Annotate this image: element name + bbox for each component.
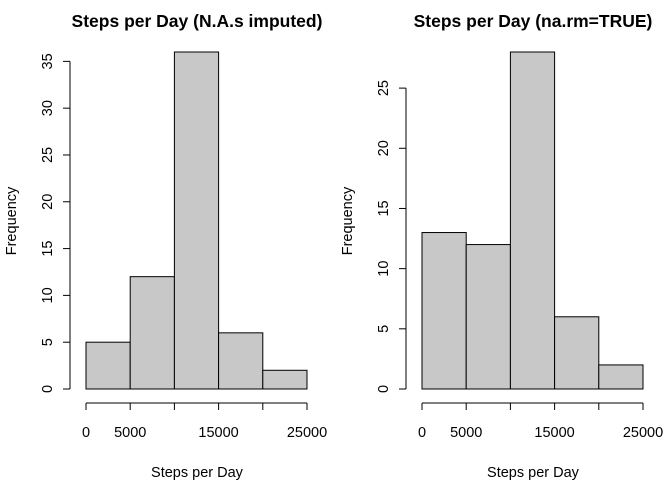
y-tick-label: 10 bbox=[376, 261, 392, 277]
bar-group bbox=[85, 51, 308, 390]
bar-group bbox=[421, 51, 644, 390]
x-tick-label: 15000 bbox=[534, 425, 574, 441]
y-tick-label: 10 bbox=[40, 287, 56, 303]
histogram-bar bbox=[262, 369, 308, 390]
chart-title: Steps per Day (N.A.s imputed) bbox=[72, 11, 323, 31]
y-tick-label: 30 bbox=[40, 100, 56, 116]
y-tick-label: 35 bbox=[40, 53, 56, 69]
y-tick-label: 15 bbox=[376, 200, 392, 216]
histogram-bar bbox=[598, 364, 644, 390]
x-tick-label: 0 bbox=[418, 425, 426, 441]
y-axis-title: Frequency bbox=[4, 186, 20, 255]
x-tick-label: 25000 bbox=[623, 425, 663, 441]
histogram-bar bbox=[554, 316, 600, 390]
x-tick-label: 25000 bbox=[287, 425, 327, 441]
y-axis: 0 5 10 15 20 25 30 35 bbox=[40, 53, 71, 393]
histogram-panel-narm: Steps per Day (na.rm=TRUE) Steps per Day… bbox=[340, 11, 663, 481]
histogram-bar bbox=[421, 232, 467, 390]
x-axis: 0 5000 15000 25000 bbox=[418, 402, 663, 441]
y-tick-label: 25 bbox=[376, 80, 392, 96]
histogram-bar bbox=[173, 51, 220, 390]
histogram-bar bbox=[85, 341, 131, 390]
y-tick-label: 20 bbox=[40, 194, 56, 210]
histogram-bar bbox=[218, 332, 264, 390]
y-tick-label: 5 bbox=[40, 338, 56, 346]
y-tick-label: 0 bbox=[376, 385, 392, 393]
y-axis-title: Frequency bbox=[340, 186, 356, 255]
histogram-bar bbox=[465, 244, 511, 390]
x-tick-label: 0 bbox=[82, 425, 90, 441]
y-tick-label: 25 bbox=[40, 147, 56, 163]
y-tick-label: 5 bbox=[376, 325, 392, 333]
y-tick-label: 0 bbox=[40, 385, 56, 393]
x-tick-label: 15000 bbox=[198, 425, 238, 441]
histogram-bar bbox=[129, 276, 175, 390]
y-tick-label: 15 bbox=[40, 241, 56, 257]
histogram-bar bbox=[509, 51, 556, 390]
y-tick-label: 20 bbox=[376, 140, 392, 156]
chart-title: Steps per Day (na.rm=TRUE) bbox=[414, 11, 653, 31]
x-axis: 0 5000 15000 25000 bbox=[82, 402, 327, 441]
x-axis-title: Steps per Day bbox=[151, 465, 244, 480]
x-axis-title: Steps per Day bbox=[487, 465, 580, 480]
x-tick-label: 5000 bbox=[114, 425, 146, 441]
y-axis: 0 5 10 15 20 25 bbox=[376, 80, 407, 393]
histogram-panel-imputed: Steps per Day (N.A.s imputed) Steps per … bbox=[4, 11, 327, 481]
x-tick-label: 5000 bbox=[450, 425, 482, 441]
